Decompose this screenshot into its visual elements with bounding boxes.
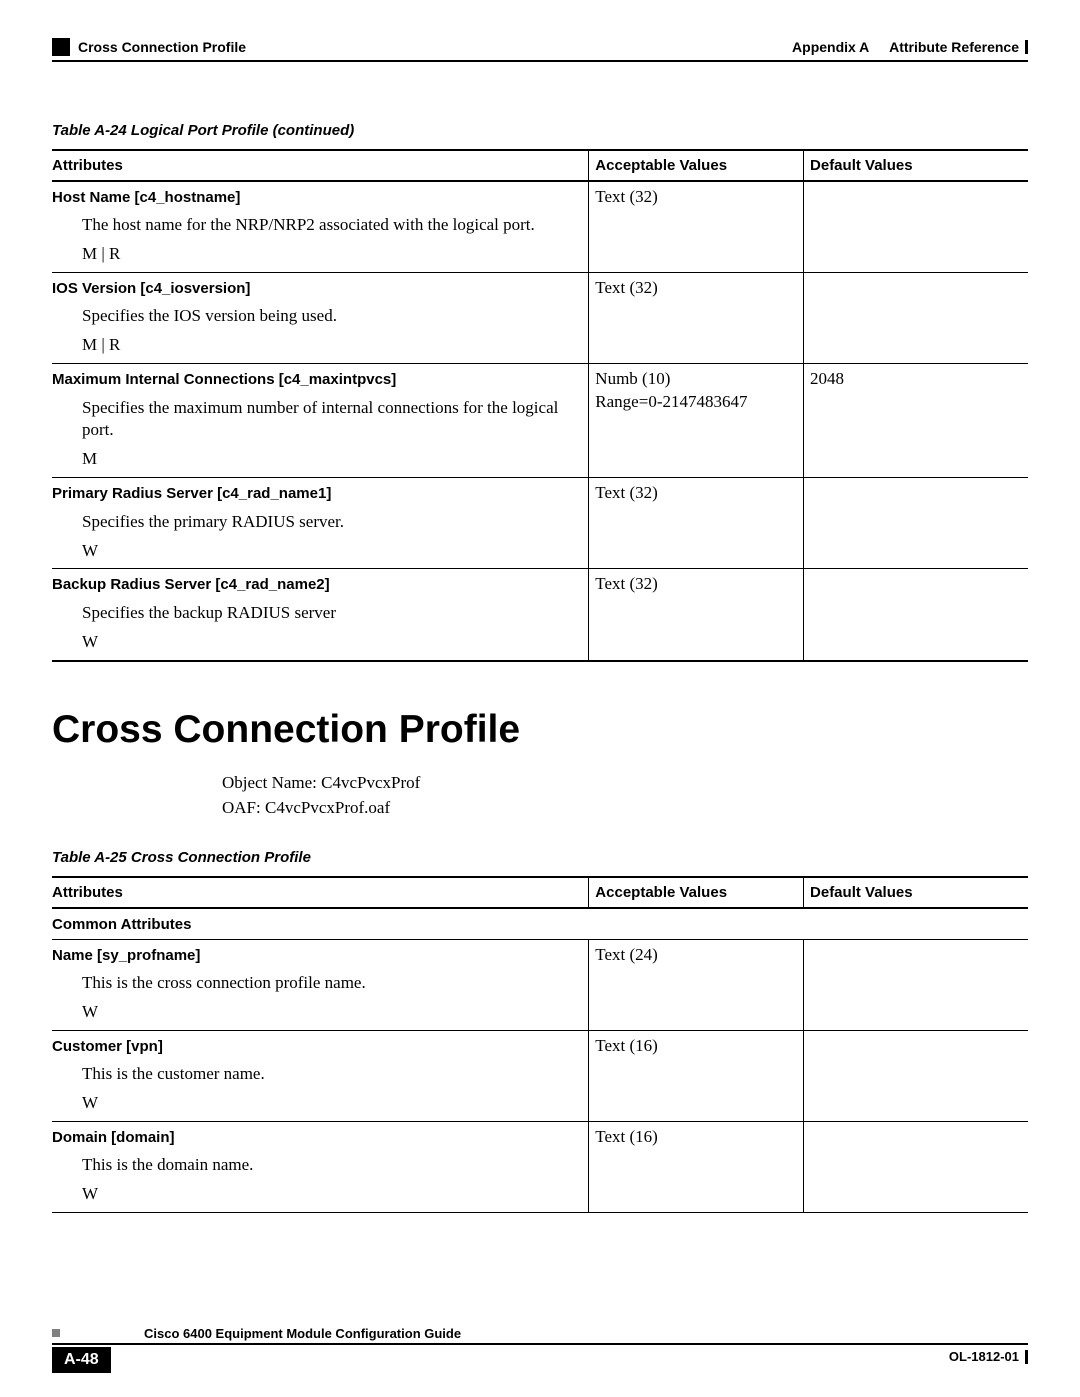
attr-flag: M | R [52,243,582,266]
doc-id-text: OL-1812-01 [949,1349,1019,1364]
footer-sep-bar-icon [1025,1350,1028,1364]
attr-desc: This is the customer name. [52,1063,582,1086]
attr-name: Primary Radius Server [c4_rad_name1] [52,482,582,504]
table-row: Name [sy_profname] This is the cross con… [52,939,1028,1030]
attr-default [804,939,1028,1030]
table2-th-acceptable: Acceptable Values [589,877,804,908]
table-row-common: Common Attributes [52,908,1028,940]
footer-square-icon [52,1329,60,1337]
attr-desc: Specifies the maximum number of internal… [52,397,582,443]
attr-default [804,1030,1028,1121]
attr-desc: The host name for the NRP/NRP2 associate… [52,214,582,237]
attr-flag: W [52,631,582,654]
table1-th-attributes: Attributes [52,150,589,181]
attr-name: Name [sy_profname] [52,944,582,966]
attr-default [804,1122,1028,1213]
table-row: Maximum Internal Connections [c4_maxintp… [52,364,1028,478]
attr-name: Host Name [c4_hostname] [52,186,582,208]
page-number: A-48 [52,1347,111,1373]
page-footer: Cisco 6400 Equipment Module Configuratio… [52,1326,1028,1373]
table-row: Host Name [c4_hostname] The host name fo… [52,181,1028,273]
table1-th-acceptable: Acceptable Values [589,150,804,181]
page-container: Cross Connection Profile Appendix A Attr… [0,0,1080,1397]
attr-name: Backup Radius Server [c4_rad_name2] [52,573,582,595]
attr-acceptable: Text (16) [589,1030,804,1121]
attr-flag: W [52,540,582,563]
attr-flag: M | R [52,334,582,357]
attr-acceptable: Text (32) [589,181,804,273]
attr-acceptable: Text (32) [589,478,804,569]
footer-title-row: Cisco 6400 Equipment Module Configuratio… [52,1326,1028,1341]
footer-guide-title: Cisco 6400 Equipment Module Configuratio… [144,1326,461,1341]
table2: Attributes Acceptable Values Default Val… [52,876,1028,1214]
table-row: Customer [vpn] This is the customer name… [52,1030,1028,1121]
header-left: Cross Connection Profile [52,38,246,56]
attr-acceptable: Text (32) [589,273,804,364]
attr-desc: Specifies the backup RADIUS server [52,602,582,625]
doc-id: OL-1812-01 [949,1347,1028,1364]
table-row: Primary Radius Server [c4_rad_name1] Spe… [52,478,1028,569]
header-appendix-label: Appendix A [792,39,869,55]
table-row: IOS Version [c4_iosversion] Specifies th… [52,273,1028,364]
attr-desc: Specifies the primary RADIUS server. [52,511,582,534]
attr-flag: W [52,1183,582,1206]
attr-name: Customer [vpn] [52,1035,582,1057]
common-attributes-label: Common Attributes [52,913,1022,935]
attr-acceptable: Text (32) [589,569,804,661]
attr-desc: This is the cross connection profile nam… [52,972,582,995]
header-right: Appendix A Attribute Reference [792,39,1028,55]
attr-desc: Specifies the IOS version being used. [52,305,582,328]
attr-desc: This is the domain name. [52,1154,582,1177]
attr-acceptable: Numb (10) Range=0-2147483647 [589,364,804,478]
table1-th-default: Default Values [804,150,1028,181]
header-sep-bar-icon [1025,40,1028,54]
header-marker-icon [52,38,70,56]
attr-flag: W [52,1001,582,1024]
footer-rule [52,1343,1028,1345]
attr-default: 2048 [804,364,1028,478]
table2-caption: Table A-25 Cross Connection Profile [52,849,1028,866]
table1-caption: Table A-24 Logical Port Profile (continu… [52,122,1028,139]
attr-acceptable: Text (16) [589,1122,804,1213]
table-row: Backup Radius Server [c4_rad_name2] Spec… [52,569,1028,661]
attr-flag: W [52,1092,582,1115]
table2-th-default: Default Values [804,877,1028,908]
oaf-line: OAF: C4vcPvcxProf.oaf [222,795,1028,821]
section-meta: Object Name: C4vcPvcxProf OAF: C4vcPvcxP… [52,770,1028,821]
table1: Attributes Acceptable Values Default Val… [52,149,1028,662]
attr-acceptable: Text (24) [589,939,804,1030]
section-heading: Cross Connection Profile [52,708,1028,752]
header-rule [52,60,1028,62]
object-name-line: Object Name: C4vcPvcxProf [222,770,1028,796]
attr-default [804,181,1028,273]
attr-name: IOS Version [c4_iosversion] [52,277,582,299]
attr-flag: M [52,448,582,471]
attr-name: Maximum Internal Connections [c4_maxintp… [52,368,582,390]
header-appendix-title: Attribute Reference [889,39,1019,55]
page-header: Cross Connection Profile Appendix A Attr… [52,38,1028,56]
attr-default [804,478,1028,569]
header-section-label: Cross Connection Profile [78,39,246,55]
attr-default [804,273,1028,364]
table2-th-attributes: Attributes [52,877,589,908]
attr-name: Domain [domain] [52,1126,582,1148]
table-row: Domain [domain] This is the domain name.… [52,1122,1028,1213]
attr-default [804,569,1028,661]
footer-bottom: A-48 OL-1812-01 [52,1347,1028,1373]
